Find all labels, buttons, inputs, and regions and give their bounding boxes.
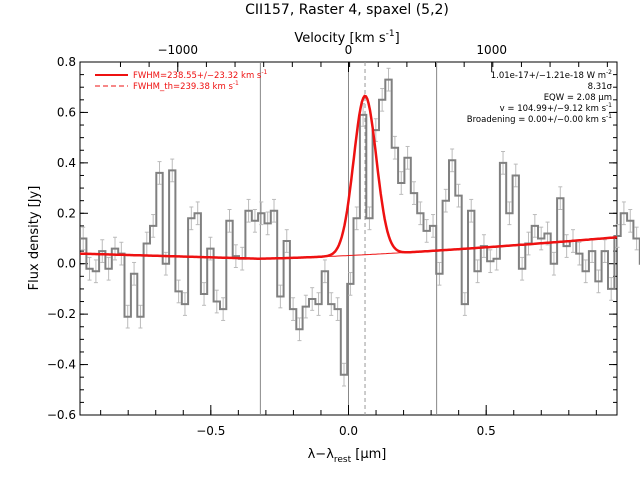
x-tick-label: 0.0: [339, 424, 358, 438]
annotation-sigma: 8.31σ: [588, 82, 613, 92]
plot-area: −0.6 −0.4 −0.2 0.0 0.2 0.4 0.6 0.8 −0.5 0.0 0.5 −10…: [47, 43, 640, 438]
annotation-eqw: EQW = 2.08 μm: [544, 93, 612, 103]
y-tick-label: 0.2: [57, 206, 76, 220]
x-axis-label: λ−λrest [μm]: [308, 447, 387, 465]
annotation-flux: 1.01e-17+/−1.21e-18 W m-2: [491, 69, 612, 81]
top-tick-label: 0: [345, 43, 353, 57]
y-tick-label: 0.4: [57, 156, 76, 170]
y-tick-label: 0.8: [57, 55, 76, 69]
annotation-broadening: Broadening = 0.00+/−0.00 km s-1: [467, 113, 612, 125]
legend-label-fwhm-th: FWHM_th=239.38 km s-1: [133, 80, 239, 92]
legend-label-fwhm: FWHM=238.55+/−23.32 km s-1: [133, 69, 268, 81]
y-tick-label: 0.0: [57, 257, 76, 271]
x-tick-label: −0.5: [196, 424, 225, 438]
chart-title: CII157, Raster 4, spaxel (5,2): [245, 2, 449, 18]
top-tick-label: 1000: [476, 43, 507, 57]
y-tick-label: −0.6: [47, 408, 76, 422]
legend: FWHM=238.55+/−23.32 km s-1 FWHM_th=239.3…: [95, 69, 268, 92]
y-tick-label: −0.2: [47, 307, 76, 321]
top-tick-label: −1000: [157, 43, 198, 57]
y-tick-label: −0.4: [47, 358, 76, 372]
gaussian-fit-line: [79, 94, 618, 260]
spectrum-step-line: [80, 78, 640, 376]
y-axis-label: Flux density [Jy]: [27, 186, 42, 291]
top-axis-label: Velocity [km s-1]: [294, 29, 399, 46]
x-tick-label: 0.5: [477, 424, 496, 438]
annotation-velocity: v = 104.99+/−9.12 km s-1: [500, 102, 613, 114]
fit-annotations: 1.01e-17+/−1.21e-18 W m-2 8.31σ EQW = 2.…: [467, 69, 613, 125]
y-tick-label: 0.6: [57, 105, 76, 119]
